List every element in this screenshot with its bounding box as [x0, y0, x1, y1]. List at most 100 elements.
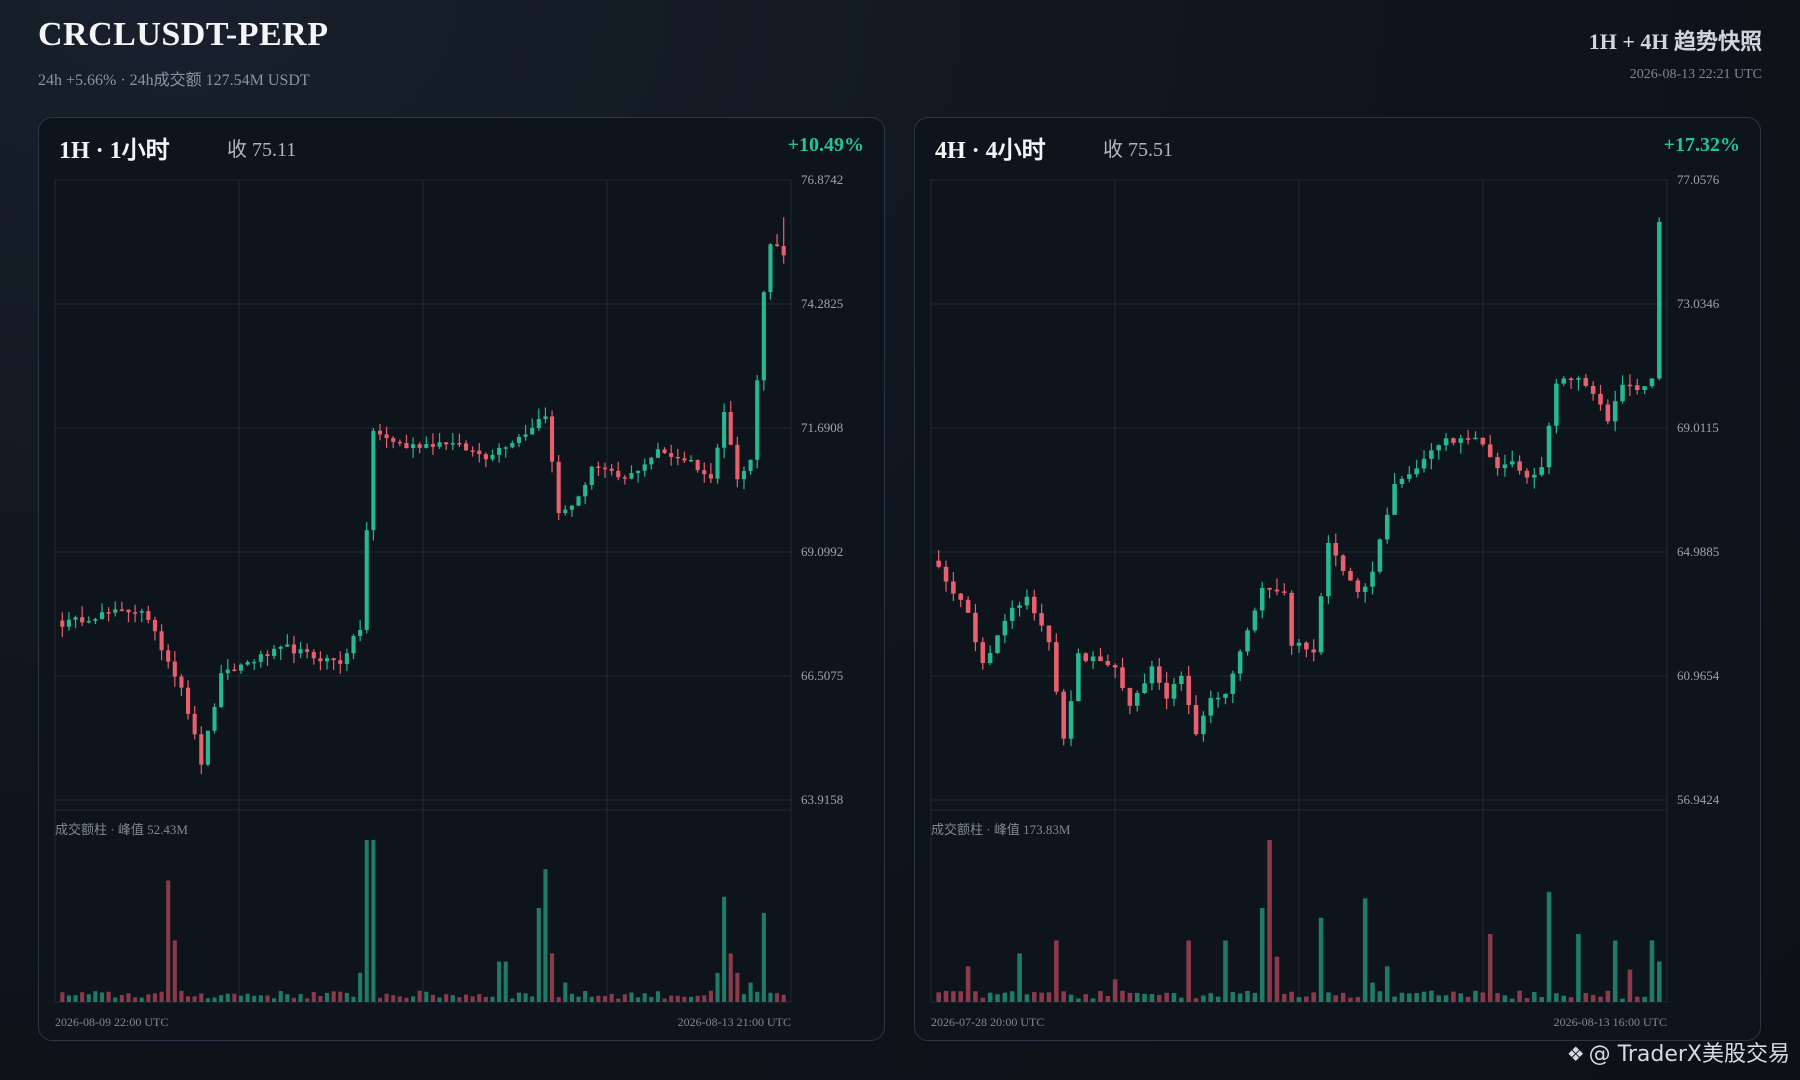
volume-bar: [735, 972, 740, 1002]
candle-body: [775, 244, 780, 247]
candle-body: [682, 458, 687, 461]
volume-bar: [199, 993, 204, 1002]
volume-bar: [1436, 995, 1441, 1002]
volume-bar: [1326, 992, 1331, 1002]
candle-body: [146, 611, 151, 620]
volume-bar: [152, 993, 158, 1002]
y-tick-label: 74.2825: [801, 296, 843, 311]
candle-body: [662, 449, 667, 454]
volume-bar: [278, 991, 283, 1002]
volume-bar: [1561, 995, 1567, 1002]
volume-bar: [377, 997, 383, 1002]
volume-bar: [662, 998, 667, 1002]
candle-body: [291, 644, 296, 654]
volume-bar: [93, 991, 98, 1002]
candle-body: [371, 430, 376, 531]
candle-body: [444, 442, 449, 445]
candle-body: [93, 619, 98, 621]
candle-body: [311, 651, 316, 659]
candle-body: [139, 611, 144, 613]
volume-bar: [1230, 991, 1236, 1002]
candle-body: [86, 620, 91, 623]
close-price: 收 75.11: [227, 139, 297, 161]
candle-body: [1370, 571, 1375, 587]
volume-bar: [311, 992, 316, 1002]
candle-body: [1179, 675, 1184, 685]
candle-body: [351, 635, 356, 654]
volume-bar: [583, 990, 588, 1002]
candle-body: [1274, 589, 1280, 592]
volume-bar: [1105, 995, 1111, 1002]
candle-body: [1509, 461, 1515, 465]
volume-bar: [1046, 992, 1052, 1002]
y-tick-label: 56.9424: [1677, 792, 1720, 807]
volume-bar: [980, 997, 986, 1002]
candle-body: [192, 713, 197, 735]
candle-body: [642, 464, 647, 471]
volume-bar: [490, 996, 495, 1002]
candle-body: [1539, 467, 1544, 475]
candle-body: [741, 470, 747, 480]
candle-body: [609, 468, 614, 471]
candle-body: [1362, 586, 1368, 592]
volume-bar: [781, 994, 786, 1002]
volume-bar: [1252, 992, 1258, 1002]
candle-body: [951, 581, 956, 594]
volume-bar: [702, 995, 707, 1002]
candle-body: [152, 619, 158, 632]
candle-body: [755, 380, 760, 460]
watermark: ❖ @ TraderX美股交易: [1567, 1036, 1790, 1068]
volume-bar: [1289, 991, 1294, 1002]
volume-bar: [1362, 898, 1368, 1002]
change-percent: +17.32%: [1663, 134, 1740, 156]
candle-body: [60, 620, 65, 627]
volume-bar: [60, 992, 65, 1002]
candle-body: [238, 664, 244, 671]
candle-body: [344, 653, 349, 664]
candle-body: [563, 509, 568, 514]
volume-bar: [1031, 992, 1037, 1002]
candle-body: [252, 661, 257, 664]
volume-bar: [139, 997, 144, 1002]
candle-body: [980, 642, 986, 664]
volume-bar: [755, 991, 760, 1002]
candle-body: [285, 644, 290, 647]
volume-bar: [1017, 953, 1022, 1002]
volume-bar: [212, 997, 217, 1002]
volume-bar: [344, 992, 349, 1002]
candle-body: [748, 459, 753, 471]
volume-bar: [1642, 996, 1647, 1002]
volume-bar: [1090, 998, 1096, 1002]
candle-body: [159, 631, 164, 651]
candle-body: [1546, 425, 1552, 468]
volume-bar: [775, 993, 780, 1002]
candle-body: [245, 661, 250, 665]
chart-panel-4h: 4H · 4小时 收 75.51 +17.32% 77.0576 73.0346 6…: [914, 117, 1761, 1041]
candle-body: [550, 416, 555, 462]
volume-bar: [1576, 933, 1581, 1002]
candle-body: [305, 649, 310, 652]
candle-body: [1458, 438, 1464, 443]
candle-body: [338, 660, 343, 664]
volume-bar: [351, 996, 356, 1002]
volume-bar: [1524, 997, 1530, 1002]
candle-body: [1193, 705, 1199, 735]
volume-bar: [958, 991, 964, 1002]
candle-body: [1502, 464, 1508, 469]
volume-bar: [576, 996, 581, 1002]
volume-bar: [1370, 982, 1375, 1002]
candle-body: [1407, 474, 1412, 479]
volume-bar: [1054, 940, 1059, 1002]
candle-body: [324, 658, 330, 662]
x-axis-end-label: 2026-08-13 21:00 UTC: [678, 1015, 791, 1029]
volume-bar: [179, 990, 184, 1002]
candle-body: [675, 456, 680, 459]
candle-body: [761, 292, 766, 381]
volume-bar: [272, 998, 277, 1002]
volume-bar: [1267, 840, 1272, 1002]
candle-body: [1245, 630, 1250, 652]
candle-body: [781, 246, 786, 256]
x-axis-start-label: 2026-08-09 22:00 UTC: [55, 1015, 168, 1029]
volume-bar: [324, 992, 330, 1002]
candle-body: [1311, 649, 1316, 653]
